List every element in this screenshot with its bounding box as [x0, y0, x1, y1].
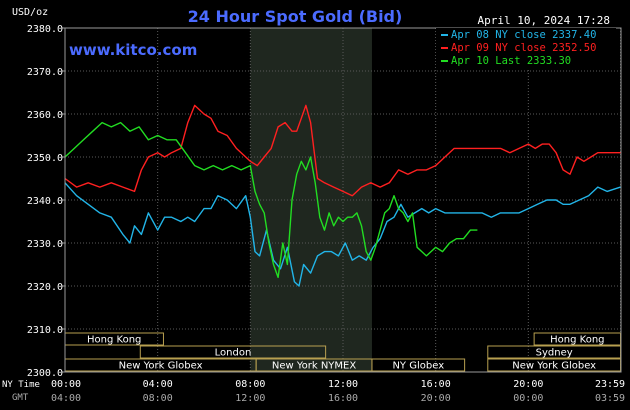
- y-tick-label: 2360.0: [27, 110, 63, 121]
- session-bar: [371, 358, 466, 372]
- x-tick-label-gmt: 16:00: [328, 393, 358, 404]
- session-new-york-nymex: New York NYMEX: [255, 358, 373, 372]
- x-tick-label-ny: 04:00: [143, 379, 173, 390]
- legend-entry: Apr 08 NY close 2337.40: [451, 29, 596, 41]
- y-tick-label: 2310.0: [27, 325, 63, 336]
- x-tick-label-gmt: 12:00: [235, 393, 265, 404]
- x-tick-label-gmt: 00:00: [513, 393, 543, 404]
- y-tick-label: 2300.0: [27, 368, 63, 379]
- x-axis-label-ny: NY Time: [2, 380, 40, 390]
- x-tick-label-ny: 20:00: [513, 379, 543, 390]
- legend-entry: Apr 10 Last 2333.30: [451, 55, 571, 67]
- y-tick-label: 2380.0: [27, 24, 63, 35]
- series-lines: [64, 104, 621, 287]
- y-axis-label: USD/oz: [12, 7, 48, 18]
- x-tick-label-ny: 12:00: [328, 379, 358, 390]
- y-tick-label: 2330.0: [27, 239, 63, 250]
- legend-entry: Apr 09 NY close 2352.50: [451, 42, 596, 54]
- y-tick-label: 2370.0: [27, 67, 63, 78]
- session-label: New York Globex: [512, 361, 596, 372]
- x-tick-label-gmt: 20:00: [421, 393, 451, 404]
- legend-box: [436, 28, 616, 68]
- session-label: Hong Kong: [550, 335, 604, 346]
- session-london: London: [139, 345, 327, 359]
- x-tick-label-ny: 08:00: [235, 379, 265, 390]
- x-axis-label-gmt: GMT: [12, 393, 29, 403]
- session-ny-globex: NY Globex: [371, 358, 466, 372]
- y-tick-label: 2340.0: [27, 196, 63, 207]
- axes: 2380.0 2370.0 2360.0 2350.0 2340.0 2330.0 2320…: [27, 24, 625, 404]
- chart-title: 24 Hour Spot Gold (Bid): [188, 7, 403, 26]
- session-label: New York NYMEX: [272, 361, 357, 372]
- x-tick-label-ny: 23:59: [595, 379, 625, 390]
- session-bar: [139, 345, 327, 359]
- series-line-apr-08: [64, 182, 621, 287]
- session-label: Hong Kong: [87, 335, 141, 346]
- x-tick-label-ny: 16:00: [421, 379, 451, 390]
- x-tick-label-gmt: 03:59: [595, 393, 625, 404]
- series-line-apr-10: [64, 121, 478, 279]
- session-label: NY Globex: [392, 361, 444, 372]
- y-tick-label: 2320.0: [27, 282, 63, 293]
- x-tick-label-ny: 00:00: [51, 379, 81, 390]
- session-label: New York Globex: [119, 361, 203, 372]
- x-tick-label-gmt: 08:00: [143, 393, 173, 404]
- series-line-apr-09: [64, 104, 621, 197]
- x-tick-label-gmt: 04:00: [51, 393, 81, 404]
- session-label: London: [215, 348, 252, 359]
- date-time-label: April 10, 2024 17:28: [478, 14, 610, 27]
- website-label: www.kitco.com: [69, 41, 197, 59]
- y-tick-label: 2350.0: [27, 153, 63, 164]
- session-label: Sydney: [536, 348, 573, 359]
